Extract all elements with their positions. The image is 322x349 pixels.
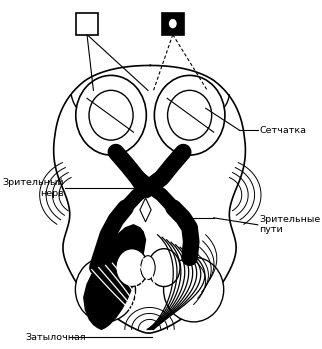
Ellipse shape xyxy=(76,75,146,155)
Polygon shape xyxy=(140,198,151,222)
Ellipse shape xyxy=(141,256,155,280)
Text: Сетчатка: Сетчатка xyxy=(260,126,307,135)
Text: Зрительный
нерв: Зрительный нерв xyxy=(2,178,64,198)
Circle shape xyxy=(137,184,143,192)
Text: Зрительные
пути: Зрительные пути xyxy=(260,215,321,235)
Ellipse shape xyxy=(89,90,133,140)
Ellipse shape xyxy=(164,257,224,322)
Ellipse shape xyxy=(148,249,180,287)
Polygon shape xyxy=(54,65,245,333)
Circle shape xyxy=(170,20,176,28)
Ellipse shape xyxy=(116,249,148,287)
Ellipse shape xyxy=(75,257,136,322)
Text: Затылочная: Затылочная xyxy=(25,333,86,342)
Ellipse shape xyxy=(154,75,225,155)
Bar xyxy=(162,13,184,35)
Polygon shape xyxy=(84,225,146,329)
Ellipse shape xyxy=(167,90,212,140)
Bar xyxy=(76,13,98,35)
Circle shape xyxy=(178,214,185,222)
